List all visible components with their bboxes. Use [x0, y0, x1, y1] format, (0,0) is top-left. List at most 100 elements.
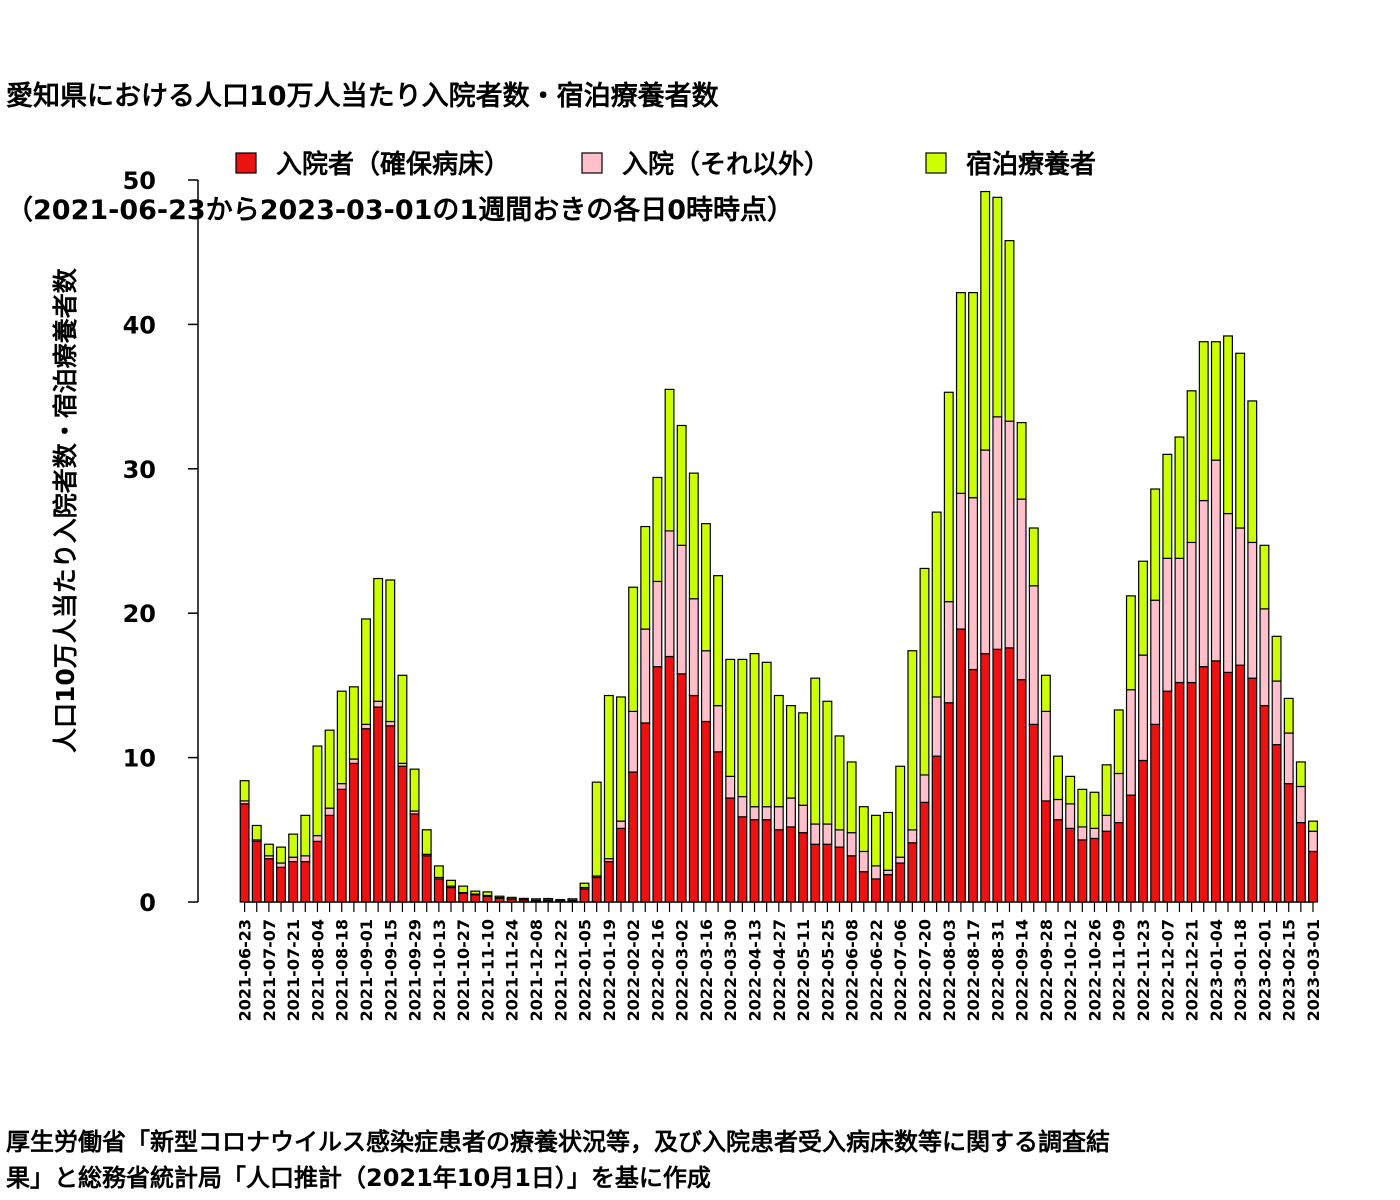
bar-stack: [1210, 341, 1221, 903]
bar-stack: [1247, 400, 1258, 903]
bar-segment-3: [652, 476, 663, 583]
bar-segment-1: [1198, 666, 1209, 903]
bar-stack: [810, 677, 821, 903]
bar-segment-2: [1077, 826, 1088, 841]
bar-segment-3: [348, 686, 359, 760]
x-tick-label: 2023-02-15: [1280, 919, 1299, 1021]
bar-segment-3: [531, 898, 541, 901]
x-tick-label: 2021-07-07: [260, 919, 279, 1021]
bar-segment-3: [713, 575, 724, 707]
bar-stack: [1186, 390, 1197, 903]
bar-segment-3: [688, 472, 699, 600]
bar-segment-1: [1016, 679, 1027, 903]
bar-segment-1: [263, 858, 274, 903]
bar-segment-2: [676, 544, 687, 675]
bar-segment-3: [749, 653, 760, 808]
bar-segment-3: [1186, 390, 1197, 544]
x-tick-label: 2021-11-24: [503, 919, 522, 1021]
bar-segment-3: [446, 879, 456, 887]
bar-segment-1: [603, 860, 614, 903]
x-tick-label: 2021-09-15: [381, 919, 400, 1021]
bar-stack: [239, 780, 250, 903]
bar-segment-1: [992, 648, 1003, 903]
bar-segment-2: [1101, 814, 1112, 832]
x-tick-label: 2022-11-23: [1134, 919, 1153, 1021]
bar-stack: [312, 745, 323, 903]
bar-segment-3: [1271, 635, 1282, 682]
bar-segment-1: [1028, 723, 1039, 903]
bar-segment-2: [931, 696, 942, 757]
bar-segment-3: [1053, 755, 1064, 801]
x-tick-label: 2021-09-01: [357, 919, 376, 1021]
bar-segment-3: [1162, 453, 1173, 559]
bar-segment-2: [1065, 803, 1076, 829]
bar-segment-3: [397, 674, 408, 764]
bar-segment-2: [385, 720, 396, 727]
bar-segment-2: [992, 416, 1003, 650]
bar-segment-1: [1259, 705, 1270, 903]
bar-segment-2: [846, 832, 857, 857]
bar-stack: [603, 694, 614, 903]
bar-segment-2: [348, 758, 359, 764]
bar-segment-1: [858, 871, 869, 903]
bar-segment-1: [870, 878, 881, 903]
bar-segment-3: [276, 846, 286, 864]
bar-segment-3: [482, 891, 493, 897]
x-tick-label: 2022-03-02: [673, 919, 692, 1021]
bar-segment-3: [785, 705, 796, 799]
bar-segment-1: [361, 728, 371, 903]
bar-stack: [992, 196, 1003, 903]
bar-segment-3: [980, 190, 991, 451]
x-tick-label: 2021-08-04: [308, 919, 327, 1021]
bar-stack: [907, 650, 918, 903]
bar-segment-3: [640, 525, 651, 630]
x-tick-label: 2022-01-05: [576, 919, 595, 1021]
bar-segment-1: [1186, 681, 1197, 903]
bar-segment-2: [955, 492, 966, 630]
bar-stack: [676, 424, 687, 903]
bar-stack: [446, 879, 456, 903]
bar-stack: [1174, 436, 1185, 903]
bar-segment-3: [1198, 341, 1209, 502]
bar-segment-1: [676, 673, 687, 903]
bar-segment-1: [458, 892, 469, 903]
bar-stack: [870, 814, 881, 903]
bar-segment-1: [1004, 647, 1015, 903]
bar-stack: [1259, 544, 1270, 903]
bar-stack: [943, 391, 954, 903]
bar-segment-3: [312, 745, 323, 837]
legend-label-1: 入院者（確保病床）: [276, 149, 510, 180]
bar-segment-1: [955, 628, 966, 903]
bar-segment-1: [725, 797, 736, 903]
bar-segment-1: [239, 803, 250, 903]
bar-segment-2: [628, 710, 639, 773]
bar-segment-1: [749, 819, 760, 903]
bar-segment-3: [1308, 820, 1318, 832]
x-tick-label: 2022-03-16: [697, 919, 716, 1021]
bar-segment-1: [968, 668, 979, 903]
bar-stack: [895, 765, 906, 903]
bar-segment-1: [798, 832, 809, 903]
bar-segment-1: [1210, 660, 1221, 903]
bar-segment-1: [931, 755, 942, 903]
bar-stack: [1065, 775, 1076, 903]
bar-segment-1: [700, 720, 711, 903]
x-tick-label: 2022-04-27: [770, 919, 789, 1021]
bar-segment-1: [688, 694, 699, 903]
bar-segment-2: [1247, 541, 1258, 679]
bar-segment-3: [1077, 788, 1088, 828]
x-tick-label: 2022-12-07: [1158, 919, 1177, 1021]
bar-segment-1: [1113, 821, 1124, 903]
bar-segment-3: [591, 781, 602, 877]
bar-segment-2: [968, 497, 979, 671]
bar-stack: [713, 575, 724, 903]
bar-segment-2: [1113, 772, 1124, 824]
bar-segment-3: [895, 765, 906, 858]
bar-segment-3: [615, 696, 626, 822]
bar-segment-2: [773, 806, 784, 831]
bar-segment-3: [798, 712, 809, 806]
bar-stack: [725, 658, 736, 903]
bar-segment-1: [1235, 664, 1246, 903]
bar-segment-2: [1295, 785, 1306, 824]
bar-segment-3: [858, 806, 869, 853]
